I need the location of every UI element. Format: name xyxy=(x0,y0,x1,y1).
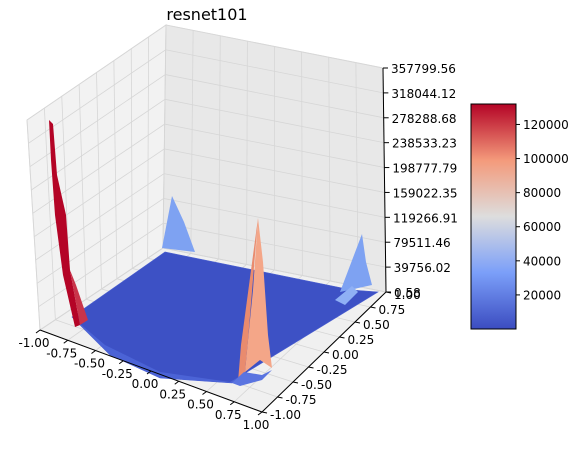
x-tick-label: -0.75 xyxy=(46,346,77,360)
grid-z xyxy=(36,198,386,284)
surface xyxy=(49,120,379,386)
x-tick-label: 0.75 xyxy=(215,408,242,422)
grid-x-wall xyxy=(218,35,221,260)
center-spike-shade xyxy=(238,218,258,382)
grid-z xyxy=(32,123,385,214)
y-tick-mark xyxy=(339,336,345,339)
grid-x-wall xyxy=(301,51,303,276)
edge-spike-red xyxy=(49,120,80,327)
y-tick-mark xyxy=(370,306,376,309)
x-tick-mark xyxy=(91,350,96,354)
y-tick-label: 0.50 xyxy=(363,318,390,332)
z-tick-label: 39756.02 xyxy=(394,261,451,275)
surface-front-slope xyxy=(72,317,247,383)
grid-z xyxy=(38,222,386,307)
z-tick-label: 357799.56 xyxy=(391,62,456,76)
y-tick-mark xyxy=(323,351,330,354)
x-tick-mark xyxy=(174,380,180,385)
z-tick-label: 159022.35 xyxy=(393,186,458,200)
corner-bump-right xyxy=(340,234,372,292)
grid-x-wall xyxy=(328,57,331,282)
z-tick-label: 0.58 xyxy=(394,286,421,300)
grid-z xyxy=(35,173,386,261)
grid-y-wall xyxy=(96,72,102,290)
grid-y-wall xyxy=(26,119,41,331)
corner-bump-left xyxy=(162,196,195,252)
grid-x-wall xyxy=(190,30,194,254)
y-tick-label: 1.00 xyxy=(394,288,421,302)
x-tick-label: 0.25 xyxy=(159,387,186,401)
colorbar-tick-label: 60000 xyxy=(523,220,561,234)
y-tick-mark xyxy=(277,396,283,399)
corner-bump-right-lower xyxy=(335,286,358,305)
colorbar-tick-label: 120000 xyxy=(523,118,569,132)
y-tick-mark xyxy=(308,366,314,369)
colorbar-tick-label: 40000 xyxy=(523,254,561,268)
x-tick-label: 0.50 xyxy=(187,398,214,412)
grid-y-wall xyxy=(43,108,56,320)
z-tick-label: 119266.91 xyxy=(393,211,458,225)
y-tick-label: -0.75 xyxy=(286,393,317,407)
z-tick-label: 238533.23 xyxy=(392,137,457,151)
y-tick-mark xyxy=(261,411,268,414)
y-tick-label: -0.50 xyxy=(301,378,332,392)
x-tick-mark xyxy=(35,329,41,334)
x-tick-mark xyxy=(118,360,124,365)
y-axis-ticks: -1.00-0.75-0.50-0.250.000.250.500.751.00 xyxy=(261,288,421,422)
grid-z xyxy=(33,148,385,237)
grid-z xyxy=(26,24,384,121)
grid-x-wall xyxy=(246,41,248,265)
z-tick-label: 79511.46 xyxy=(393,236,450,250)
y-tick-mark xyxy=(354,321,361,324)
grid-y-wall xyxy=(113,60,118,279)
front-mid-bump xyxy=(232,370,272,386)
grid-y-wall xyxy=(162,24,167,249)
x-tick-mark xyxy=(146,370,152,375)
colorbar-tick-label: 80000 xyxy=(523,186,561,200)
z-tick-label: 198777.79 xyxy=(392,162,457,176)
x-axis-ticks: -1.00-0.75-0.50-0.250.000.250.500.751.00 xyxy=(18,329,270,432)
x-tick-mark xyxy=(229,401,235,406)
colorbar-tick-label: 100000 xyxy=(523,152,569,166)
grid-z xyxy=(29,74,384,167)
x-tick-label: -0.50 xyxy=(74,357,105,371)
z-tick-label: 318044.12 xyxy=(391,87,456,101)
x-tick-mark xyxy=(63,339,69,344)
x-tick-mark xyxy=(257,411,263,416)
x-tick-label: -0.25 xyxy=(102,367,133,381)
grid-z xyxy=(28,49,384,144)
x-tick-label: 0.00 xyxy=(132,377,159,391)
colorbar-gradient xyxy=(470,103,517,330)
grid-z xyxy=(31,98,385,191)
x-tick-label: 1.00 xyxy=(243,418,270,432)
colorbar: 20000 40000 60000 80000 100000 120000 xyxy=(470,103,569,330)
y-tick-label: -0.25 xyxy=(317,363,348,377)
edge-spike-red-highlight xyxy=(70,270,88,325)
grid-y-wall xyxy=(78,84,87,300)
y-tick-label: -1.00 xyxy=(270,408,301,422)
x-tick-mark xyxy=(202,391,207,395)
chart-title: resnet101 xyxy=(166,5,247,24)
center-spike xyxy=(245,218,272,372)
z-tick-label: 278288.68 xyxy=(392,112,457,126)
z-axis-ticks: 0.58 39756.02 79511.46 119266.91 159022.35 19… xyxy=(383,62,458,300)
colorbar-ticks: 20000 40000 60000 80000 100000 120000 xyxy=(516,118,569,302)
grid-y-wall xyxy=(130,48,133,269)
y-tick-label: 0.75 xyxy=(379,303,406,317)
x-tick-label: -1.00 xyxy=(18,336,49,350)
y-tick-mark xyxy=(292,381,299,384)
colorbar-tick-label: 20000 xyxy=(523,288,561,302)
y-tick-label: 0.25 xyxy=(348,333,375,347)
y-tick-label: 0.00 xyxy=(332,348,359,362)
grid-y-wall xyxy=(147,36,150,259)
